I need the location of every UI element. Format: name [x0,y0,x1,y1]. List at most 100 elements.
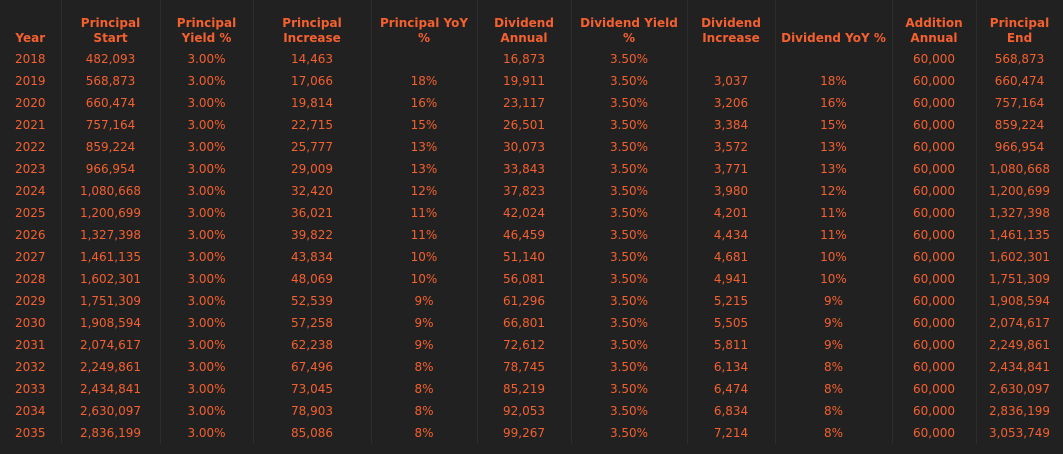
principal-yield-cell[interactable]: 3.00% [160,312,254,334]
dividend-yield-cell[interactable]: 3.50% [571,224,688,246]
principal-yield-cell[interactable]: 3.00% [160,202,254,224]
principal-yoy-cell[interactable]: 15% [371,114,478,136]
principal-end-cell[interactable]: 1,461,135 [976,224,1063,246]
dividend-yield-cell[interactable]: 3.50% [571,48,688,70]
principal-yield-cell[interactable]: 3.00% [160,356,254,378]
dividend-yield-cell[interactable]: 3.50% [571,312,688,334]
addition-annual-cell[interactable]: 60,000 [892,356,977,378]
dividend-annual-cell[interactable]: 46,459 [477,224,572,246]
dividend-yield-cell[interactable]: 3.50% [571,422,688,444]
principal-end-cell[interactable]: 1,908,594 [976,290,1063,312]
addition-annual-cell[interactable]: 60,000 [892,290,977,312]
year-cell[interactable]: 2030 [0,312,62,334]
principal-yield-cell[interactable]: 3.00% [160,246,254,268]
dividend-annual-cell[interactable]: 37,823 [477,180,572,202]
principal-start-cell[interactable]: 757,164 [61,114,161,136]
header-principal-start[interactable]: Principal Start [61,0,161,48]
dividend-annual-cell[interactable]: 85,219 [477,378,572,400]
header-year[interactable]: Year [0,0,62,48]
dividend-yoy-cell[interactable]: 10% [775,268,893,290]
principal-start-cell[interactable]: 1,602,301 [61,268,161,290]
principal-increase-cell[interactable]: 62,238 [253,334,372,356]
principal-start-cell[interactable]: 2,249,861 [61,356,161,378]
principal-yield-cell[interactable]: 3.00% [160,400,254,422]
header-principal-yield[interactable]: Principal Yield % [160,0,254,48]
principal-end-cell[interactable]: 1,602,301 [976,246,1063,268]
principal-yield-cell[interactable]: 3.00% [160,70,254,92]
header-principal-end[interactable]: Principal End [976,0,1063,48]
principal-end-cell[interactable]: 757,164 [976,92,1063,114]
dividend-increase-cell[interactable]: 6,834 [687,400,776,422]
principal-start-cell[interactable]: 2,836,199 [61,422,161,444]
principal-yield-cell[interactable]: 3.00% [160,268,254,290]
principal-yoy-cell[interactable]: 8% [371,378,478,400]
principal-increase-cell[interactable]: 85,086 [253,422,372,444]
dividend-increase-cell[interactable]: 7,214 [687,422,776,444]
header-principal-increase[interactable]: Principal Increase [253,0,372,48]
dividend-increase-cell[interactable]: 5,811 [687,334,776,356]
principal-start-cell[interactable]: 1,908,594 [61,312,161,334]
principal-end-cell[interactable]: 859,224 [976,114,1063,136]
year-cell[interactable]: 2028 [0,268,62,290]
header-addition-annual[interactable]: Addition Annual [892,0,977,48]
dividend-yoy-cell[interactable]: 18% [775,70,893,92]
dividend-yield-cell[interactable]: 3.50% [571,114,688,136]
dividend-increase-cell[interactable]: 4,941 [687,268,776,290]
dividend-annual-cell[interactable]: 30,073 [477,136,572,158]
addition-annual-cell[interactable]: 60,000 [892,400,977,422]
principal-increase-cell[interactable]: 43,834 [253,246,372,268]
dividend-yoy-cell[interactable]: 8% [775,400,893,422]
principal-yield-cell[interactable]: 3.00% [160,92,254,114]
principal-yoy-cell[interactable]: 9% [371,290,478,312]
principal-end-cell[interactable]: 2,074,617 [976,312,1063,334]
principal-increase-cell[interactable]: 25,777 [253,136,372,158]
principal-increase-cell[interactable]: 29,009 [253,158,372,180]
principal-end-cell[interactable]: 1,080,668 [976,158,1063,180]
dividend-increase-cell[interactable]: 3,384 [687,114,776,136]
dividend-yoy-cell[interactable]: 13% [775,158,893,180]
header-dividend-yield[interactable]: Dividend Yield % [571,0,688,48]
principal-yoy-cell[interactable]: 8% [371,400,478,422]
principal-end-cell[interactable]: 2,630,097 [976,378,1063,400]
dividend-annual-cell[interactable]: 72,612 [477,334,572,356]
principal-increase-cell[interactable]: 57,258 [253,312,372,334]
principal-yield-cell[interactable]: 3.00% [160,158,254,180]
year-cell[interactable]: 2026 [0,224,62,246]
dividend-increase-cell[interactable]: 5,215 [687,290,776,312]
principal-yoy-cell[interactable]: 9% [371,312,478,334]
dividend-yield-cell[interactable]: 3.50% [571,158,688,180]
dividend-yoy-cell[interactable]: 10% [775,246,893,268]
year-cell[interactable]: 2021 [0,114,62,136]
addition-annual-cell[interactable]: 60,000 [892,202,977,224]
header-principal-yoy[interactable]: Principal YoY % [371,0,478,48]
year-cell[interactable]: 2027 [0,246,62,268]
principal-end-cell[interactable]: 2,249,861 [976,334,1063,356]
principal-yoy-cell[interactable]: 16% [371,92,478,114]
principal-start-cell[interactable]: 2,074,617 [61,334,161,356]
dividend-annual-cell[interactable]: 78,745 [477,356,572,378]
dividend-yoy-cell[interactable]: 8% [775,378,893,400]
principal-start-cell[interactable]: 859,224 [61,136,161,158]
dividend-annual-cell[interactable]: 42,024 [477,202,572,224]
dividend-yield-cell[interactable]: 3.50% [571,400,688,422]
principal-end-cell[interactable]: 660,474 [976,70,1063,92]
dividend-yield-cell[interactable]: 3.50% [571,290,688,312]
year-cell[interactable]: 2035 [0,422,62,444]
dividend-increase-cell[interactable]: 4,434 [687,224,776,246]
dividend-yoy-cell[interactable] [775,48,893,70]
principal-yoy-cell[interactable] [371,48,478,70]
principal-yield-cell[interactable]: 3.00% [160,136,254,158]
dividend-increase-cell[interactable]: 4,681 [687,246,776,268]
dividend-yoy-cell[interactable]: 12% [775,180,893,202]
principal-start-cell[interactable]: 1,327,398 [61,224,161,246]
principal-yield-cell[interactable]: 3.00% [160,180,254,202]
dividend-yield-cell[interactable]: 3.50% [571,334,688,356]
dividend-annual-cell[interactable]: 19,911 [477,70,572,92]
dividend-yoy-cell[interactable]: 11% [775,224,893,246]
principal-increase-cell[interactable]: 22,715 [253,114,372,136]
addition-annual-cell[interactable]: 60,000 [892,70,977,92]
addition-annual-cell[interactable]: 60,000 [892,92,977,114]
principal-yield-cell[interactable]: 3.00% [160,334,254,356]
dividend-annual-cell[interactable]: 61,296 [477,290,572,312]
year-cell[interactable]: 2032 [0,356,62,378]
